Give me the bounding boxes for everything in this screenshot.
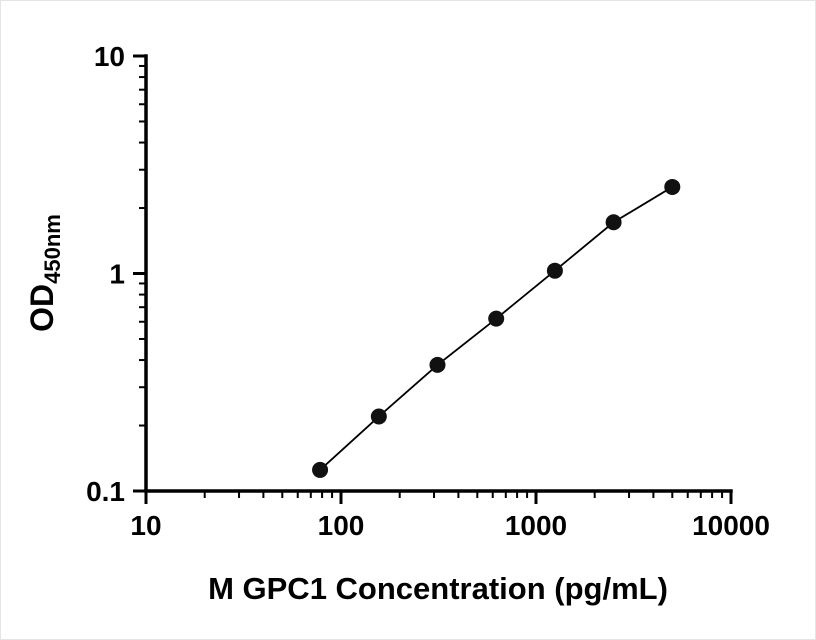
y-tick-label: 10 bbox=[94, 41, 125, 72]
x-tick-label: 10000 bbox=[692, 510, 770, 541]
x-tick-label: 10 bbox=[130, 510, 161, 541]
data-point-6 bbox=[664, 178, 681, 195]
x-tick-label: 100 bbox=[318, 510, 365, 541]
y-tick-label: 0.1 bbox=[86, 476, 125, 507]
data-point-2 bbox=[429, 356, 446, 373]
y-tick-label: 1 bbox=[109, 259, 125, 290]
x-axis-title: M GPC1 Concentration (pg/mL) bbox=[208, 571, 668, 606]
y-axis-title-main: OD bbox=[24, 284, 60, 332]
y-axis-title: OD450nm bbox=[24, 214, 65, 332]
axes bbox=[144, 54, 733, 493]
chart-generated-layer: 10 100 1000 10000 0.1 1 10 bbox=[86, 41, 770, 541]
y-axis-title-subscript: 450nm bbox=[40, 214, 65, 284]
data-point-3 bbox=[488, 310, 505, 327]
data-point-0 bbox=[312, 461, 329, 478]
data-point-4 bbox=[546, 262, 563, 279]
x-tick-label: 1000 bbox=[505, 510, 567, 541]
data-point-1 bbox=[370, 408, 387, 425]
data-point-5 bbox=[605, 214, 622, 231]
standard-curve-line bbox=[319, 186, 673, 471]
